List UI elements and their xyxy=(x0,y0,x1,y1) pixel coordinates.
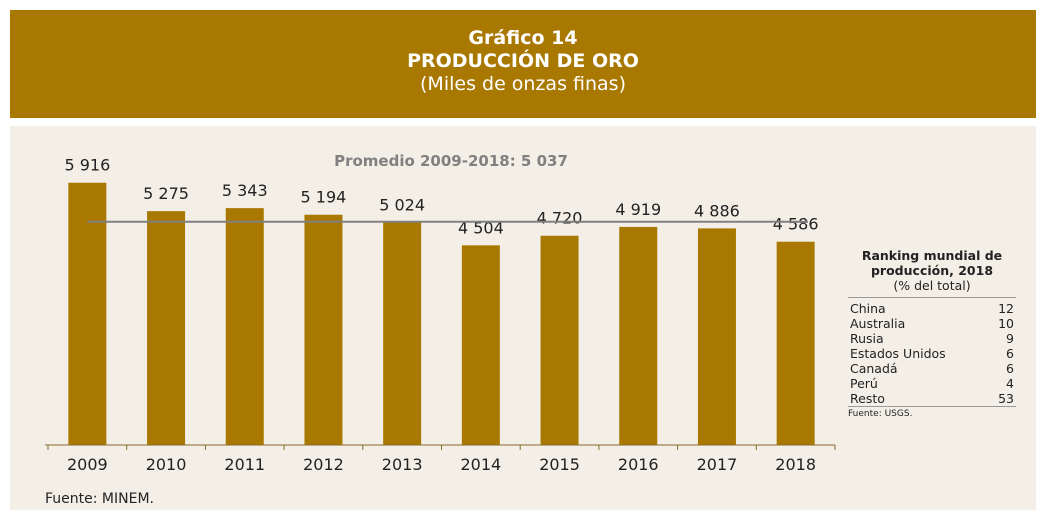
value-label: 5 024 xyxy=(379,195,425,214)
bar xyxy=(697,228,736,445)
value-label: 4 720 xyxy=(537,209,583,228)
subtitle: PRODUCCIÓN DE ORO xyxy=(407,50,639,72)
ranking-country: Rusia xyxy=(850,331,884,346)
ranking-country: Resto xyxy=(850,391,885,406)
ranking-country: Canadá xyxy=(850,361,898,376)
value-label: 5 194 xyxy=(301,188,347,207)
ranking-row: Resto 53 xyxy=(848,391,1016,407)
x-tick-label: 2017 xyxy=(697,455,738,474)
ranking-country: Perú xyxy=(850,376,878,391)
value-label: 5 275 xyxy=(143,184,189,203)
ranking-country: China xyxy=(850,301,886,316)
ranking-table: China 12 Australia 10 Rusia 9 Estados Unidos 6 C… xyxy=(848,301,1016,407)
ranking-value: 12 xyxy=(998,301,1014,316)
value-label: 4 919 xyxy=(615,200,661,219)
value-label: 5 916 xyxy=(64,156,110,175)
source: Fuente: MINEM. xyxy=(45,491,154,507)
x-tick-label: 2011 xyxy=(224,455,265,474)
value-label: 4 504 xyxy=(458,218,504,237)
ranking-value: 9 xyxy=(1006,331,1014,346)
units: (Miles de onzas finas) xyxy=(420,73,626,95)
ranking-row: Rusia 9 xyxy=(848,331,1016,346)
value-label: 5 343 xyxy=(222,181,268,200)
average-label: Promedio 2009-2018: 5 037 xyxy=(334,152,568,170)
x-tick-label: 2009 xyxy=(67,455,108,474)
ranking-value: 53 xyxy=(998,391,1014,406)
x-tick-label: 2010 xyxy=(146,455,187,474)
title: Gráfico 14 xyxy=(468,27,578,49)
ranking-row: Estados Unidos 6 xyxy=(848,346,1016,361)
ranking-country: Australia xyxy=(850,316,906,331)
value-label: 4 586 xyxy=(773,215,819,234)
x-tick-label: 2013 xyxy=(382,455,423,474)
x-tick-label: 2016 xyxy=(618,455,659,474)
ranking-title: Ranking mundial de producción, 2018 xyxy=(861,248,1003,278)
x-tick-label: 2015 xyxy=(539,455,580,474)
ranking-row: Canadá 6 xyxy=(848,361,1016,376)
x-tick-label: 2014 xyxy=(460,455,501,474)
header: Gráfico 14 PRODUCCIÓN DE ORO (Miles de o… xyxy=(10,10,1036,118)
ranking-subtitle: (% del total) xyxy=(848,278,1016,298)
bar xyxy=(225,208,264,445)
x-tick-label: 2012 xyxy=(303,455,344,474)
ranking-row: China 12 xyxy=(848,301,1016,316)
value-label: 4 886 xyxy=(694,201,740,220)
ranking-value: 10 xyxy=(998,316,1014,331)
ranking-row: Australia 10 xyxy=(848,316,1016,331)
ranking: Ranking mundial de producción, 2018 (% d… xyxy=(848,248,1016,419)
ranking-country: Estados Unidos xyxy=(850,346,946,361)
bar xyxy=(147,211,186,445)
bar xyxy=(540,235,579,445)
ranking-source: Fuente: USGS. xyxy=(848,409,913,419)
bar xyxy=(461,245,500,445)
bar xyxy=(68,182,107,445)
ranking-value: 6 xyxy=(1006,361,1014,376)
bar xyxy=(383,222,422,445)
x-tick-label: 2018 xyxy=(775,455,816,474)
ranking-value: 6 xyxy=(1006,346,1014,361)
bar xyxy=(304,214,343,445)
bar xyxy=(776,241,815,445)
bar xyxy=(619,226,658,445)
ranking-row: Perú 4 xyxy=(848,376,1016,391)
ranking-value: 4 xyxy=(1006,376,1014,391)
